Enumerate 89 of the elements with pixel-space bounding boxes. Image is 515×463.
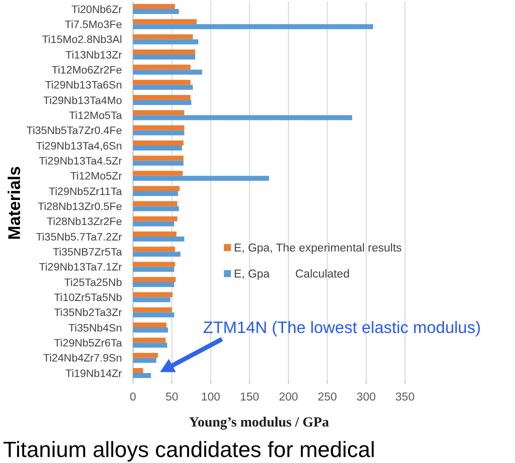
bar xyxy=(133,358,156,363)
y-tick-label: Ti29Nb5Zr6Ta xyxy=(54,337,122,350)
x-tick-label: 200 xyxy=(278,392,298,404)
bar xyxy=(133,64,191,70)
bar xyxy=(133,170,183,176)
y-tick-label: Ti12Mo5Ta xyxy=(68,110,122,122)
bar xyxy=(133,156,184,161)
bar xyxy=(133,145,182,150)
bar xyxy=(133,338,166,343)
x-tick-label: 350 xyxy=(395,392,415,404)
bar xyxy=(133,125,184,130)
y-tick-label: Ti24Nb4Zr7.9Sn xyxy=(43,352,122,365)
x-tick-label: 250 xyxy=(318,392,337,404)
y-tick-label: Ti13Nb13Zr xyxy=(65,49,122,62)
y-tick-label: Ti29Nb13Ta4,6Sn xyxy=(36,140,122,152)
bar xyxy=(133,54,196,60)
bar xyxy=(133,19,197,24)
x-tick-label: 300 xyxy=(356,392,376,404)
bar xyxy=(133,282,174,288)
y-tick-label: Ti12Mo5Zr xyxy=(70,170,122,183)
y-tick-label: Ti28Nb13Zr2Fe xyxy=(46,216,122,228)
bar xyxy=(133,221,174,226)
y-tick-label: Ti12Mo6Zr2Fe xyxy=(52,64,122,76)
y-tick-label: Ti19Nb14Zr xyxy=(65,368,122,380)
bar xyxy=(133,140,184,146)
y-tick-label: Ti35Nb5Ta7Zr0.4Fe xyxy=(26,125,122,138)
bar xyxy=(133,266,174,272)
x-axis-title: Young’s modulus / GPa xyxy=(189,416,329,431)
bar xyxy=(133,206,179,212)
bar xyxy=(133,24,374,30)
bar xyxy=(133,8,179,14)
bar xyxy=(133,4,175,9)
y-tick-label: Ti29Nb13Ta6Sn xyxy=(44,80,122,92)
bar xyxy=(133,186,180,191)
bar xyxy=(133,94,191,100)
bar xyxy=(133,84,193,90)
y-tick-label: Ti29Nb13Ta7.1Zr xyxy=(38,262,122,274)
bar xyxy=(133,292,173,298)
bar xyxy=(133,110,184,116)
x-tick-label: 0 xyxy=(130,392,136,404)
x-tick-label: 150 xyxy=(240,392,260,404)
legend-label: E, Gpa, The experimental results xyxy=(234,242,402,255)
bar xyxy=(133,236,184,242)
y-tick-label: Ti20Nb6Zr xyxy=(71,4,122,16)
bar xyxy=(133,34,193,40)
bar xyxy=(133,277,176,282)
bar xyxy=(133,160,184,166)
annotation: ZTM14N (The lowest elastic modulus) xyxy=(203,319,481,338)
y-tick-label: Ti35Nb2Ta3Zr xyxy=(54,307,122,320)
y-tick-label: Ti29Nb13Ta4.5Zr xyxy=(38,155,122,168)
y-tick-label: Ti10Zr5Ta5Nb xyxy=(54,292,122,304)
bar xyxy=(133,328,168,333)
bar xyxy=(133,342,168,348)
y-tick-label: Ti25Ta25Nb xyxy=(64,276,122,289)
y-tick-label: Ti7.5Mo3Fe xyxy=(64,18,122,31)
bar xyxy=(133,70,202,75)
y-tick-label: Ti35Nb4Sn xyxy=(68,322,122,334)
bar xyxy=(133,307,172,312)
legend-label: E, Gpa Calculated xyxy=(234,268,350,281)
bar xyxy=(133,201,178,206)
bar xyxy=(133,297,170,302)
bar xyxy=(133,80,191,85)
bar xyxy=(133,39,198,44)
bar xyxy=(133,322,166,328)
bar xyxy=(133,115,352,120)
y-tick-label: Ti35Nb5.7Ta7.2Zr xyxy=(36,231,122,244)
bar xyxy=(133,100,192,105)
bar xyxy=(133,352,158,358)
text: Titanium alloys candidates for medical xyxy=(3,437,376,462)
y-axis-title: Materials xyxy=(5,166,24,240)
bar xyxy=(133,262,175,267)
bar xyxy=(133,373,151,378)
x-tick-label: 100 xyxy=(201,392,220,404)
bar xyxy=(133,312,174,318)
y-tick-label: Ti15Mo2.8Nb3Al xyxy=(42,34,122,46)
bar xyxy=(133,216,178,222)
bar xyxy=(133,368,144,374)
bar xyxy=(133,130,184,136)
bar xyxy=(133,176,269,181)
bar xyxy=(133,191,178,196)
y-tick-label: Ti28Nb13Zr0.5Fe xyxy=(38,200,122,213)
bar xyxy=(133,252,180,257)
bar xyxy=(133,232,177,237)
bar xyxy=(133,246,175,252)
y-tick-label: Ti35NB7Zr5Ta xyxy=(52,246,122,258)
y-tick-label: Ti29Nb13Ta4Mo xyxy=(43,94,122,107)
bar xyxy=(133,49,196,54)
x-tick-label: 50 xyxy=(165,392,178,404)
y-tick-label: Ti29Nb5Zr11Ta xyxy=(48,186,122,198)
